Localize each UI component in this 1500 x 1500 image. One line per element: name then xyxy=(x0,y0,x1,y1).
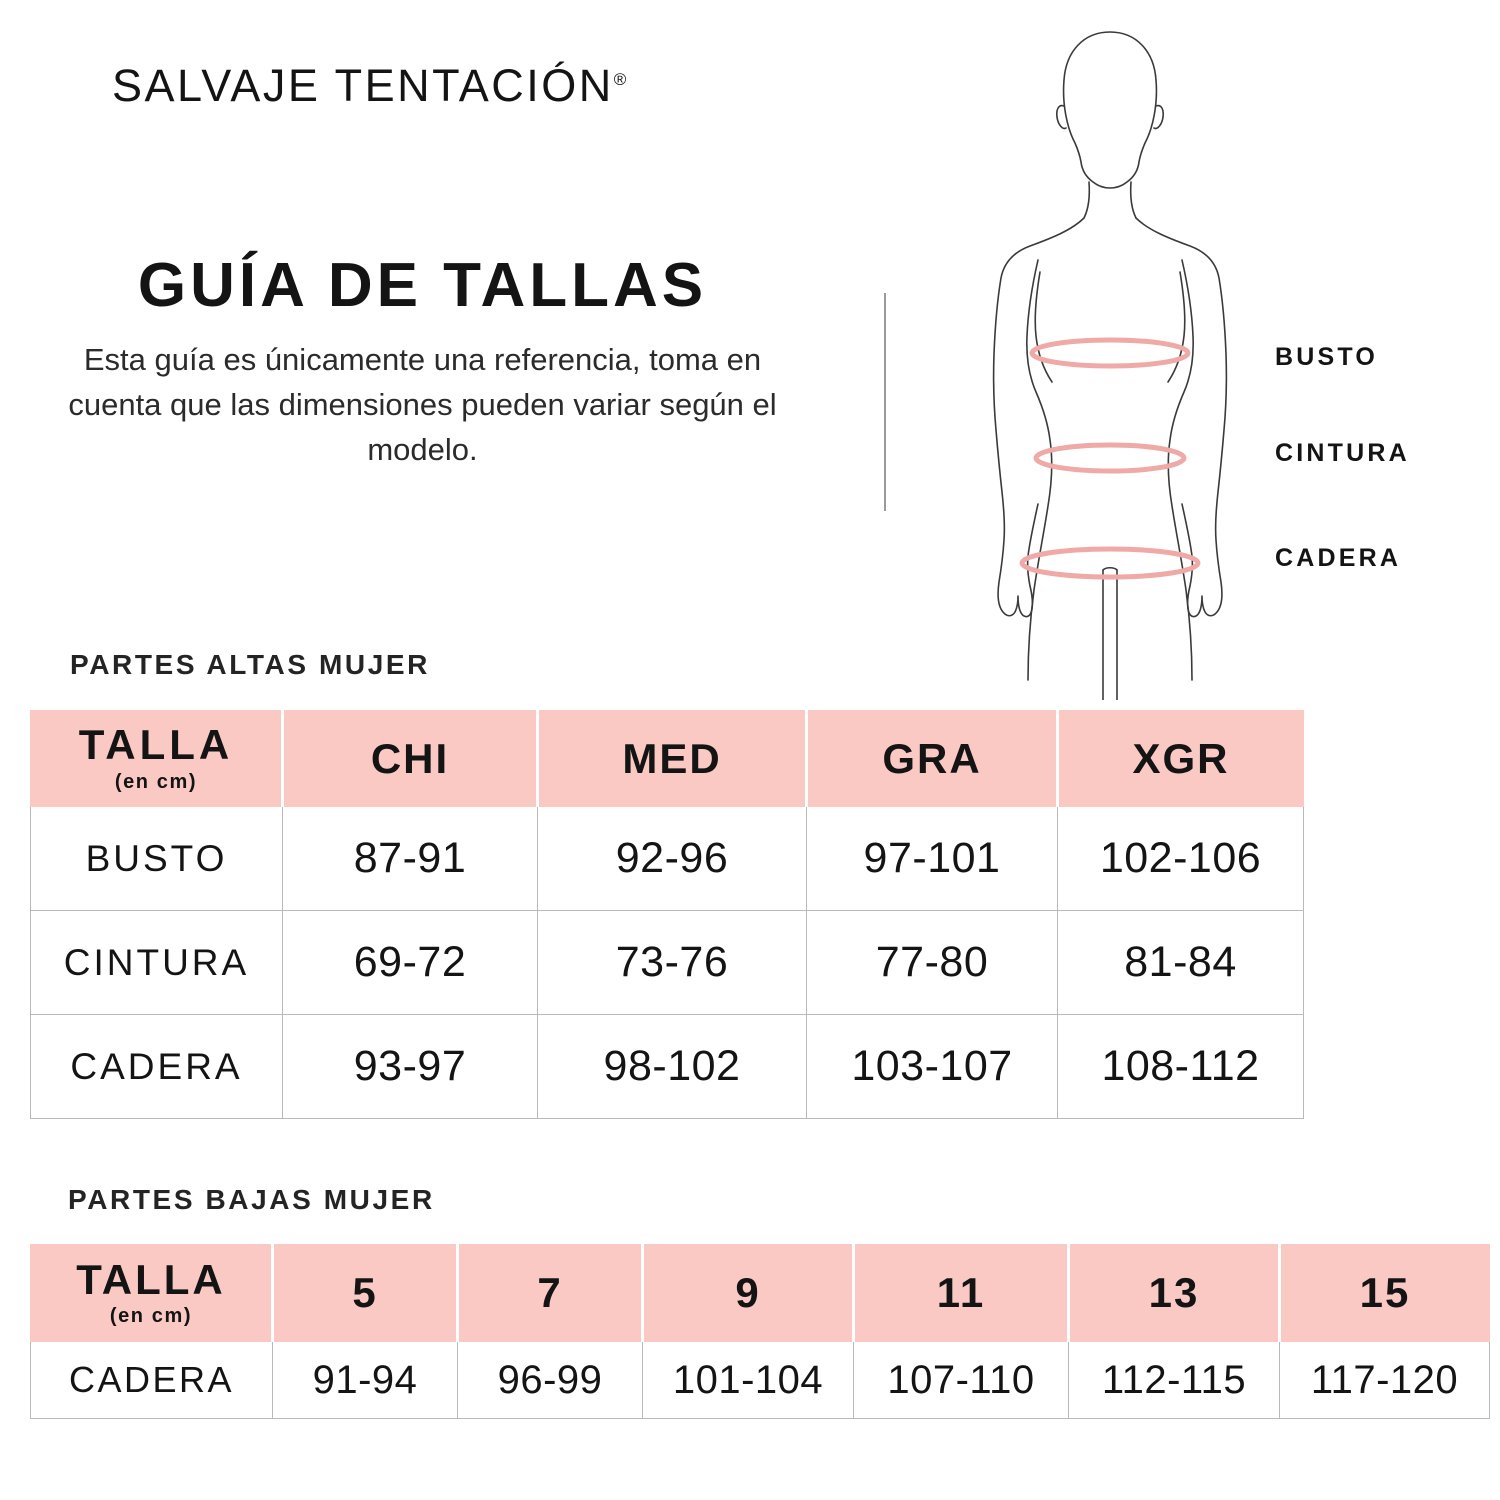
measurement-label-cintura: CINTURA xyxy=(1275,439,1410,467)
page-title: GUÍA DE TALLAS xyxy=(137,251,708,320)
row-label-cintura: CINTURA xyxy=(30,910,283,1015)
header-15-label: 15 xyxy=(1359,1269,1411,1316)
header-cell-11: 11 xyxy=(853,1244,1070,1342)
table-header-row: TALLA (en cm) 5 7 9 11 13 15 xyxy=(30,1244,1490,1342)
hip-measure-ellipse xyxy=(1019,546,1201,580)
size-table-partes-altas: TALLA (en cm) CHI MED GRA XGR BUSTO xyxy=(30,710,1304,1119)
header-cell-med: MED xyxy=(537,710,808,807)
row-label-cadera: CADERA xyxy=(30,1341,273,1419)
cell-cintura-chi: 69-72 xyxy=(282,910,538,1015)
header-talla-label: TALLA xyxy=(76,1255,226,1303)
cell-cadera-xgr: 108-112 xyxy=(1057,1014,1304,1119)
header-cell-talla: TALLA (en cm) xyxy=(30,710,284,807)
header-med-label: MED xyxy=(622,734,722,782)
header-cell-chi: CHI xyxy=(282,710,539,807)
table-row: CADERA 93-97 98-102 103-107 108-112 xyxy=(30,1014,1304,1119)
table-body-partes-altas: BUSTO 87-91 92-96 97-101 102-106 CINTURA… xyxy=(30,806,1304,1119)
section-heading-partes-bajas: PARTES BAJAS MUJER xyxy=(68,1184,435,1215)
table-row: CINTURA 69-72 73-76 77-80 81-84 xyxy=(30,910,1304,1015)
cell-cadera-13: 112-115 xyxy=(1068,1341,1280,1419)
header-talla-label: TALLA xyxy=(78,721,234,769)
cell-busto-chi: 87-91 xyxy=(282,806,538,911)
bust-measure-ellipse xyxy=(1029,337,1191,369)
cell-cadera-15: 117-120 xyxy=(1279,1341,1490,1419)
size-table-partes-bajas: TALLA (en cm) 5 7 9 11 13 15 CADERA 91-9… xyxy=(30,1244,1490,1419)
brand-logo: SALVAJE TENTACIÓN® xyxy=(112,60,626,112)
header-unit-note: (en cm) xyxy=(114,770,198,793)
header-unit-note: (en cm) xyxy=(109,1305,193,1328)
table-body-partes-bajas: CADERA 91-94 96-99 101-104 107-110 112-1… xyxy=(30,1341,1490,1419)
table-header-partes-altas: TALLA (en cm) CHI MED GRA XGR xyxy=(30,710,1304,807)
brand-name: SALVAJE TENTACIÓN xyxy=(112,60,614,111)
cell-cadera-chi: 93-97 xyxy=(282,1014,538,1119)
header-cell-talla: TALLA (en cm) xyxy=(30,1244,274,1342)
header-5-label: 5 xyxy=(352,1269,378,1316)
table-row: CADERA 91-94 96-99 101-104 107-110 112-1… xyxy=(30,1341,1490,1419)
registered-trademark-icon: ® xyxy=(613,70,627,89)
cell-cadera-9: 101-104 xyxy=(642,1341,854,1419)
cell-cadera-5: 91-94 xyxy=(272,1341,458,1419)
header-gra-label: GRA xyxy=(882,734,982,782)
header-cell-13: 13 xyxy=(1068,1244,1281,1342)
header-9-label: 9 xyxy=(735,1269,761,1316)
header-7-label: 7 xyxy=(537,1269,563,1316)
header-13-label: 13 xyxy=(1148,1269,1200,1316)
section-heading-partes-altas: PARTES ALTAS MUJER xyxy=(70,649,430,680)
header-xgr-label: XGR xyxy=(1132,734,1230,782)
measurement-label-busto: BUSTO xyxy=(1275,343,1379,371)
table-header-partes-bajas: TALLA (en cm) 5 7 9 11 13 15 xyxy=(30,1244,1490,1342)
cell-busto-med: 92-96 xyxy=(537,806,807,911)
vertical-divider xyxy=(884,293,886,511)
header-cell-5: 5 xyxy=(272,1244,459,1342)
cell-busto-gra: 97-101 xyxy=(806,806,1058,911)
header-cell-gra: GRA xyxy=(806,710,1059,807)
header-cell-15: 15 xyxy=(1279,1244,1490,1342)
cell-cintura-med: 73-76 xyxy=(537,910,807,1015)
header-cell-7: 7 xyxy=(457,1244,644,1342)
table-header-row: TALLA (en cm) CHI MED GRA XGR xyxy=(30,710,1304,807)
header-chi-label: CHI xyxy=(370,734,450,782)
cell-cadera-7: 96-99 xyxy=(457,1341,643,1419)
row-label-cadera: CADERA xyxy=(30,1014,283,1119)
cell-cadera-11: 107-110 xyxy=(853,1341,1069,1419)
table-row: BUSTO 87-91 92-96 97-101 102-106 xyxy=(30,806,1304,911)
page-description: Esta guía es únicamente una referencia, … xyxy=(68,342,777,467)
waist-measure-ellipse xyxy=(1033,442,1187,474)
cell-cintura-gra: 77-80 xyxy=(806,910,1058,1015)
header-cell-xgr: XGR xyxy=(1057,710,1304,807)
measurement-label-cadera: CADERA xyxy=(1275,544,1402,572)
header-cell-9: 9 xyxy=(642,1244,855,1342)
cell-cadera-med: 98-102 xyxy=(537,1014,807,1119)
row-label-busto: BUSTO xyxy=(30,806,283,911)
header-11-label: 11 xyxy=(936,1269,986,1316)
cell-cintura-xgr: 81-84 xyxy=(1057,910,1304,1015)
female-body-figure xyxy=(960,10,1260,700)
cell-cadera-gra: 103-107 xyxy=(806,1014,1058,1119)
cell-busto-xgr: 102-106 xyxy=(1057,806,1304,911)
